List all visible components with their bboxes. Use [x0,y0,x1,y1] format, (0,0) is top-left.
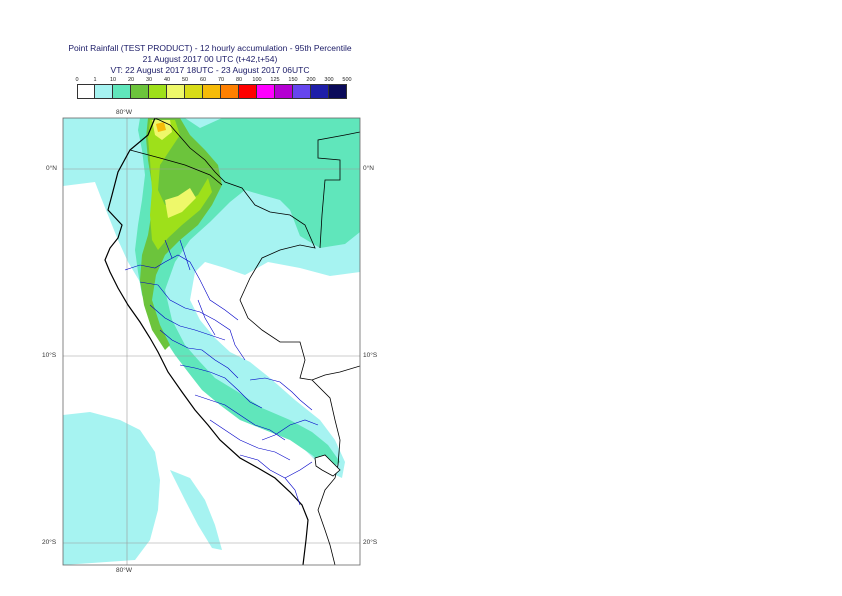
legend-tick-label: 100 [252,77,262,83]
rain-area-1-10-north [63,118,360,478]
lat-label-left-0: 0°N [46,165,57,172]
rain-area-1-10-south-ocean-2 [170,470,222,550]
legend-tick-label: 20 [127,77,135,83]
coastline [104,118,309,565]
legend-tick-label: 70 [217,77,225,83]
country-borders [129,118,360,565]
legend-tick-label: 40 [163,77,171,83]
lat-label-left-20: 20°S [42,539,57,546]
legend-tick-label: 300 [324,77,334,83]
regional-borders [124,239,319,506]
legend-swatch [149,84,167,99]
legend-tick-label: 200 [306,77,316,83]
legend-tick-label: 1 [93,77,97,83]
legend-swatch [257,84,275,99]
legend-swatch [131,84,149,99]
title-line-1: Point Rainfall (TEST PRODUCT) - 12 hourl… [68,43,352,53]
legend-swatch [185,84,203,99]
lon-label-bottom: 80°W [116,567,132,574]
legend-tick-label: 10 [109,77,117,83]
legend-swatch [293,84,311,99]
legend-tick-label: 0 [75,77,79,83]
legend-swatch [113,84,131,99]
color-legend: 0 1 10 20 30 40 50 60 70 80 100 125 150 200 300 500 [75,77,352,103]
title-line-2: 21 August 2017 00 UTC (t+42,t+54) [142,54,278,64]
legend-swatch [167,84,185,99]
legend-tick-label: 125 [270,77,280,83]
legend-tick-label: 150 [288,77,298,83]
legend-swatch [311,84,329,99]
rainfall-field [63,118,360,565]
rain-area-1-10-south-ocean [63,412,160,565]
legend-tick-label: 60 [199,77,207,83]
legend-swatch [95,84,113,99]
legend-swatch [203,84,221,99]
title-line-3: VT: 22 August 2017 18UTC - 23 August 201… [110,65,310,75]
legend-swatch [77,84,95,99]
lake [314,454,341,477]
legend-tick-label: 30 [145,77,153,83]
legend-tick-label: 50 [181,77,189,83]
lat-label-right-10: 10°S [363,352,378,359]
legend-tick-label: 80 [235,77,243,83]
legend-swatch [275,84,293,99]
legend-swatch [221,84,239,99]
lat-label-right-0: 0°N [363,165,374,172]
legend-tick-label: 500 [342,77,352,83]
rain-area-40-50 [152,120,196,218]
lat-label-left-10: 10°S [42,352,57,359]
rain-area-60-70 [156,122,166,132]
map-frame [62,117,361,566]
lon-label-top: 80°W [116,109,132,116]
rain-area-20-30 [140,118,222,350]
lat-label-right-20: 20°S [363,539,378,546]
legend-swatch [239,84,257,99]
rain-area-30-40 [148,120,212,250]
